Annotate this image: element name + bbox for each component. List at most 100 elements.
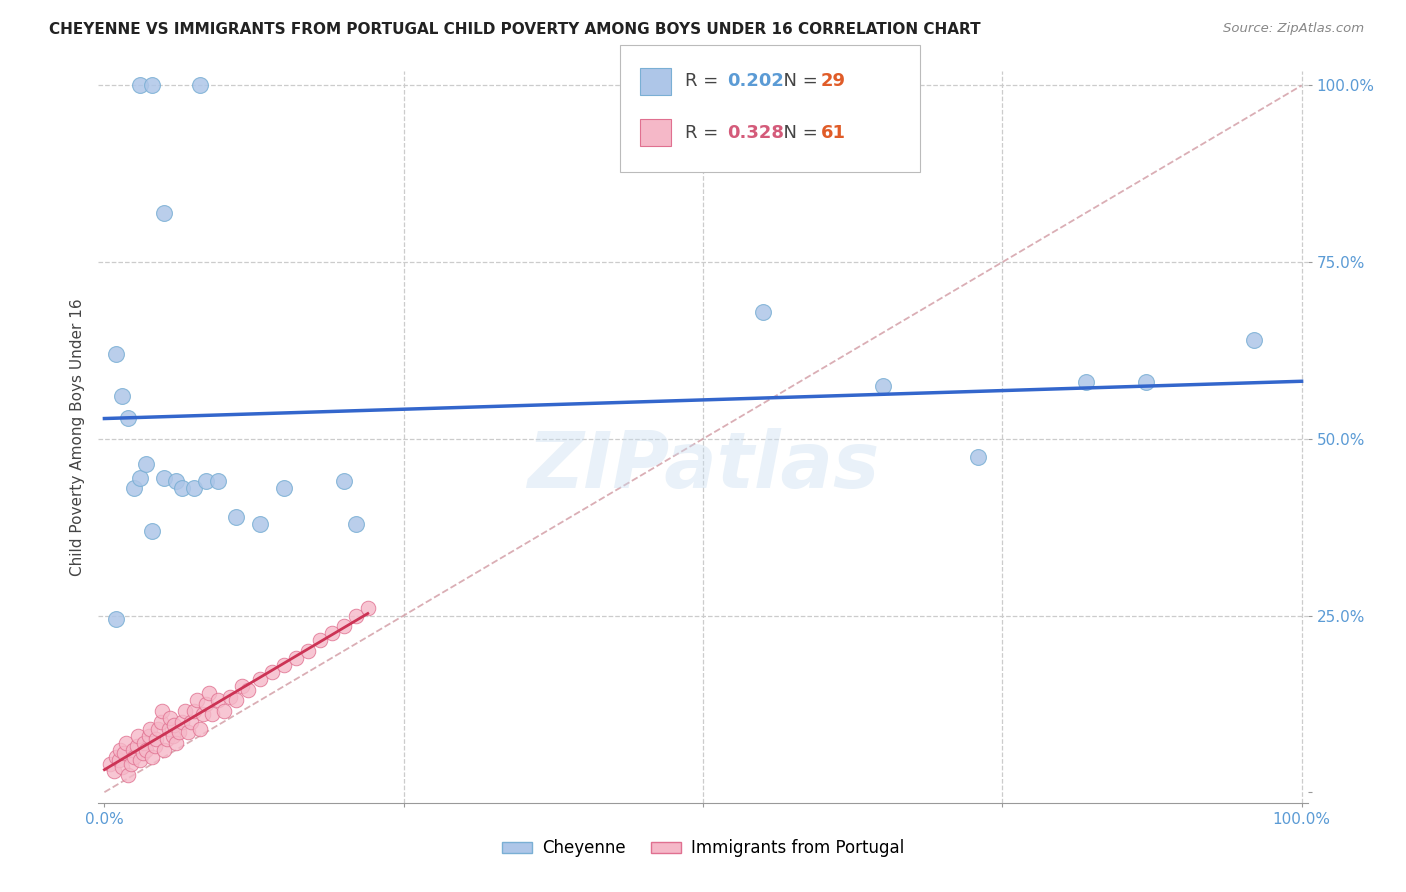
Text: R =: R = — [685, 72, 724, 90]
Y-axis label: Child Poverty Among Boys Under 16: Child Poverty Among Boys Under 16 — [69, 298, 84, 576]
Point — [103, 764, 125, 778]
Point — [212, 704, 235, 718]
Point — [188, 722, 211, 736]
Point — [153, 743, 176, 757]
Point — [165, 736, 187, 750]
Point — [273, 658, 295, 673]
Point — [249, 672, 271, 686]
Point — [149, 714, 172, 729]
Point — [156, 732, 179, 747]
Point — [344, 516, 367, 531]
Point — [153, 205, 176, 219]
Point — [167, 725, 190, 739]
Point — [297, 644, 319, 658]
Text: N =: N = — [772, 124, 824, 142]
Point — [127, 729, 149, 743]
Point — [207, 475, 229, 489]
Point — [129, 78, 152, 93]
Point — [122, 743, 145, 757]
Point — [752, 304, 775, 318]
Point — [129, 471, 152, 485]
Point — [172, 481, 194, 495]
Point — [112, 747, 135, 761]
Point — [177, 725, 200, 739]
Point — [201, 707, 224, 722]
Text: R =: R = — [685, 124, 724, 142]
Point — [105, 750, 128, 764]
Point — [321, 626, 343, 640]
Text: CHEYENNE VS IMMIGRANTS FROM PORTUGAL CHILD POVERTY AMONG BOYS UNDER 16 CORRELATI: CHEYENNE VS IMMIGRANTS FROM PORTUGAL CHI… — [49, 22, 981, 37]
Point — [1243, 333, 1265, 347]
Point — [186, 693, 208, 707]
Point — [108, 743, 131, 757]
Text: Source: ZipAtlas.com: Source: ZipAtlas.com — [1223, 22, 1364, 36]
Point — [124, 481, 146, 495]
Point — [157, 722, 180, 736]
Point — [129, 753, 152, 767]
Point — [135, 743, 157, 757]
Point — [172, 714, 194, 729]
Point — [344, 608, 367, 623]
Point — [225, 693, 247, 707]
Point — [231, 679, 253, 693]
Point — [872, 379, 894, 393]
Point — [165, 475, 187, 489]
Point — [125, 739, 148, 754]
Point — [111, 760, 134, 774]
Point — [183, 704, 205, 718]
Point — [333, 619, 356, 633]
Point — [225, 509, 247, 524]
Point — [148, 722, 170, 736]
Text: 61: 61 — [821, 124, 846, 142]
Point — [138, 729, 160, 743]
Point — [162, 729, 184, 743]
Point — [197, 686, 219, 700]
Point — [260, 665, 283, 679]
Point — [117, 767, 139, 781]
Point — [195, 475, 218, 489]
Text: 0.328: 0.328 — [727, 124, 785, 142]
Point — [333, 475, 356, 489]
Point — [173, 704, 195, 718]
Point — [183, 481, 205, 495]
Legend: Cheyenne, Immigrants from Portugal: Cheyenne, Immigrants from Portugal — [495, 832, 911, 864]
Point — [273, 481, 295, 495]
Text: N =: N = — [772, 72, 824, 90]
Point — [132, 736, 155, 750]
Point — [284, 651, 307, 665]
Point — [153, 471, 176, 485]
Point — [236, 682, 259, 697]
Point — [141, 750, 163, 764]
Text: 29: 29 — [821, 72, 846, 90]
Point — [111, 389, 134, 403]
Point — [150, 704, 173, 718]
Point — [188, 78, 211, 93]
Point — [143, 739, 166, 754]
Point — [207, 693, 229, 707]
Point — [105, 347, 128, 361]
Point — [309, 633, 332, 648]
Point — [180, 714, 202, 729]
Point — [1074, 376, 1097, 390]
Point — [357, 601, 380, 615]
Text: ZIPatlas: ZIPatlas — [527, 428, 879, 504]
Point — [191, 707, 214, 722]
Point — [132, 747, 155, 761]
Point — [105, 612, 128, 626]
Point — [219, 690, 242, 704]
Point — [135, 457, 157, 471]
Text: 0.202: 0.202 — [727, 72, 783, 90]
Point — [1135, 376, 1157, 390]
Point — [141, 78, 163, 93]
Point — [195, 697, 218, 711]
Point — [159, 711, 181, 725]
Point — [141, 524, 163, 538]
Point — [163, 718, 186, 732]
Point — [115, 736, 138, 750]
Point — [145, 732, 167, 747]
Point — [120, 756, 142, 771]
Point — [967, 450, 990, 464]
Point — [249, 516, 271, 531]
Point — [117, 410, 139, 425]
Point — [124, 750, 146, 764]
